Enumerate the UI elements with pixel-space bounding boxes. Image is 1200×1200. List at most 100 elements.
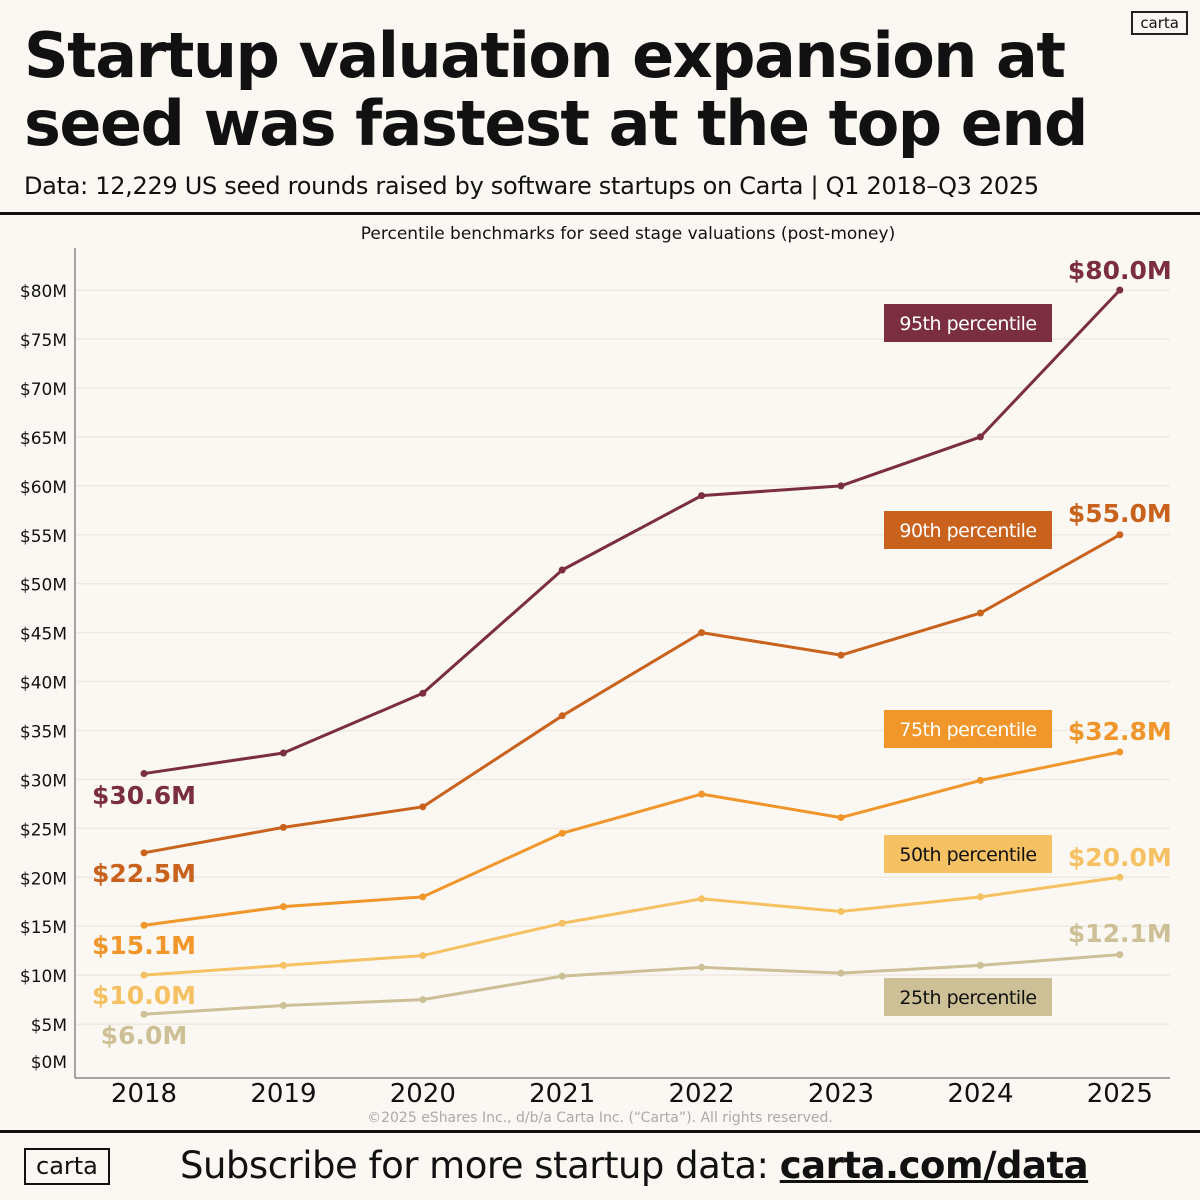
- y-tick-label: $35M: [20, 722, 67, 742]
- data-point: [140, 921, 148, 929]
- data-point: [140, 971, 148, 979]
- data-point: [837, 651, 845, 659]
- legend-label: 50th percentile: [899, 844, 1036, 866]
- legend-box: [884, 511, 1052, 549]
- data-point: [1116, 951, 1124, 959]
- data-point: [419, 803, 427, 811]
- y-tick-label: $40M: [20, 674, 67, 694]
- y-tick-label: $30M: [20, 771, 67, 791]
- data-point: [837, 969, 845, 977]
- y-tick-label: $0M: [31, 1053, 67, 1073]
- start-value-label: $30.6M: [92, 781, 196, 810]
- data-point: [1116, 748, 1124, 756]
- y-tick-label: $5M: [31, 1016, 67, 1036]
- data-point: [1116, 286, 1124, 294]
- subtitle: Data: 12,229 US seed rounds raised by so…: [24, 172, 1039, 200]
- y-tick-label: $15M: [20, 918, 67, 938]
- footer-text: Subscribe for more startup data:: [180, 1144, 780, 1187]
- y-tick-label: $80M: [20, 282, 67, 302]
- carta-logo: carta: [24, 1148, 110, 1185]
- legend-label: 25th percentile: [899, 987, 1036, 1009]
- y-tick-label: $60M: [20, 478, 67, 498]
- data-point: [1116, 531, 1124, 539]
- start-value-label: $15.1M: [92, 931, 196, 960]
- legend-box: [884, 978, 1052, 1016]
- data-point: [558, 712, 566, 720]
- data-point: [279, 749, 287, 757]
- chart-title: Percentile benchmarks for seed stage val…: [360, 224, 896, 244]
- copyright: ©2025 eShares Inc., d/b/a Carta Inc. (“C…: [367, 1110, 833, 1126]
- legend-box: [884, 304, 1052, 342]
- data-point: [558, 829, 566, 837]
- y-tick-label: $10M: [20, 967, 67, 987]
- end-value-label: $80.0M: [1068, 256, 1172, 285]
- legend-label: 95th percentile: [899, 313, 1036, 335]
- data-point: [698, 895, 706, 903]
- data-point: [279, 903, 287, 911]
- x-tick-label: 2021: [529, 1079, 595, 1109]
- footer-link[interactable]: carta.com/data: [779, 1144, 1089, 1187]
- x-tick-label: 2018: [111, 1079, 177, 1109]
- data-point: [976, 609, 984, 617]
- y-tick-label: $45M: [20, 625, 67, 645]
- legend-label: 75th percentile: [899, 719, 1036, 741]
- end-value-label: $55.0M: [1068, 499, 1172, 528]
- data-point: [698, 790, 706, 798]
- y-tick-label: $65M: [20, 429, 67, 449]
- end-value-label: $12.1M: [1068, 919, 1172, 948]
- legend-label: 90th percentile: [899, 520, 1036, 542]
- end-value-label: $32.8M: [1068, 717, 1172, 746]
- series-line: [143, 289, 1121, 776]
- legend-box: [884, 710, 1052, 748]
- data-point: [279, 823, 287, 831]
- divider: [0, 212, 1200, 215]
- data-point: [279, 1001, 287, 1009]
- x-tick-label: 2023: [808, 1079, 874, 1109]
- x-tick-label: 2020: [390, 1079, 456, 1109]
- data-point: [558, 566, 566, 574]
- y-tick-label: $70M: [20, 380, 67, 400]
- data-point: [558, 972, 566, 980]
- y-tick-label: $50M: [20, 576, 67, 596]
- x-tick-label: 2022: [669, 1079, 735, 1109]
- x-tick-label: 2019: [250, 1079, 316, 1109]
- data-point: [419, 952, 427, 960]
- start-value-label: $10.0M: [92, 981, 196, 1010]
- data-point: [698, 492, 706, 500]
- data-point: [140, 770, 148, 778]
- series-line: [143, 533, 1121, 855]
- y-tick-label: $20M: [20, 869, 67, 889]
- start-value-label: $6.0M: [101, 1021, 188, 1050]
- data-point: [419, 996, 427, 1004]
- x-tick-label: 2024: [947, 1079, 1013, 1109]
- data-point: [837, 908, 845, 916]
- start-value-label: $22.5M: [92, 859, 196, 888]
- data-point: [837, 482, 845, 490]
- data-point: [976, 776, 984, 784]
- data-point: [698, 629, 706, 637]
- data-point: [1116, 873, 1124, 881]
- data-point: [698, 963, 706, 971]
- data-point: [976, 433, 984, 441]
- page-title: Startup valuation expansion at seed was …: [24, 19, 1088, 160]
- y-tick-label: $75M: [20, 331, 67, 351]
- data-point: [976, 961, 984, 969]
- series-line: [143, 750, 1121, 927]
- x-tick-label: 2025: [1087, 1079, 1153, 1109]
- data-point: [558, 919, 566, 927]
- y-tick-label: $25M: [20, 820, 67, 840]
- footer-cta: Subscribe for more startup data: carta.c…: [180, 1144, 1089, 1187]
- series-line: [143, 953, 1120, 1016]
- y-tick-label: $55M: [20, 527, 67, 547]
- data-point: [837, 814, 845, 822]
- data-point: [419, 893, 427, 901]
- data-point: [419, 689, 427, 697]
- carta-logo: carta: [1131, 11, 1188, 35]
- series-line: [143, 875, 1121, 977]
- end-value-label: $20.0M: [1068, 843, 1172, 872]
- data-point: [140, 1010, 148, 1018]
- data-point: [279, 961, 287, 969]
- data-point: [976, 893, 984, 901]
- divider: [0, 1130, 1200, 1133]
